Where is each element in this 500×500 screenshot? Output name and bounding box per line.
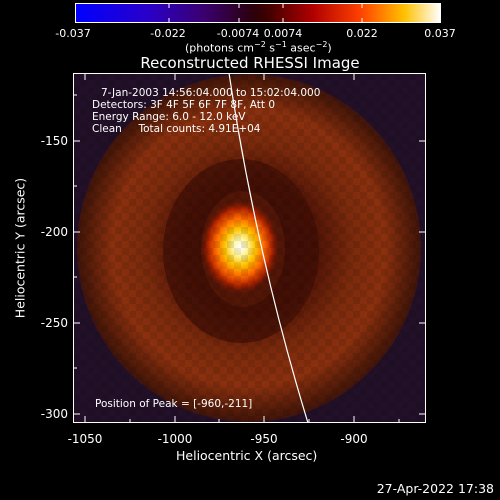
y-tick-label: -250 [40, 316, 68, 330]
image-title: Reconstructed RHESSI Image [140, 54, 360, 72]
timestamp: 27-Apr-2022 17:38 [376, 481, 494, 496]
colorbar-tick-label: -0.0074 [216, 27, 260, 40]
x-tick-label: -950 [250, 432, 278, 446]
colorbar-units: (photons cm−2 s−1 asec−2) [185, 40, 332, 55]
x-axis-ticks [84, 73, 400, 423]
clean-total-counts: Clean Total counts: 4.91E+04 [92, 123, 261, 135]
solar-limb [228, 73, 309, 423]
y-axis-ticks [73, 94, 426, 415]
y-tick-label: -150 [40, 134, 68, 148]
x-axis-label: Heliocentric X (arcsec) [176, 448, 318, 463]
y-tick-label: -200 [40, 225, 68, 239]
colorbar-tick-label: 0.037 [424, 27, 456, 40]
rhessi-image [73, 73, 426, 423]
energy-range: Energy Range: 6.0 - 12.0 keV [92, 111, 246, 123]
time-range: 7-Jan-2003 14:56:04.000 to 15:02:04.000 [101, 87, 321, 99]
x-tick-label: -900 [340, 432, 368, 446]
x-tick-label: -1050 [67, 432, 103, 446]
detectors-info: Detectors: 3F 4F 5F 6F 7F 8F, Att 0 [92, 99, 276, 111]
y-axis-label: Heliocentric Y (arcsec) [12, 177, 28, 319]
colorbar-tick-label: -0.037 [55, 27, 91, 40]
peak-position: Position of Peak = [-960,-211] [95, 398, 253, 410]
y-tick-label: -300 [40, 407, 68, 421]
x-tick-label: -1000 [157, 432, 193, 446]
colorbar-tick-label: -0.022 [150, 27, 186, 40]
colorbar [75, 3, 441, 23]
colorbar-tick-label: 0.022 [346, 27, 378, 40]
colorbar-tick-label: 0.0074 [263, 27, 303, 40]
